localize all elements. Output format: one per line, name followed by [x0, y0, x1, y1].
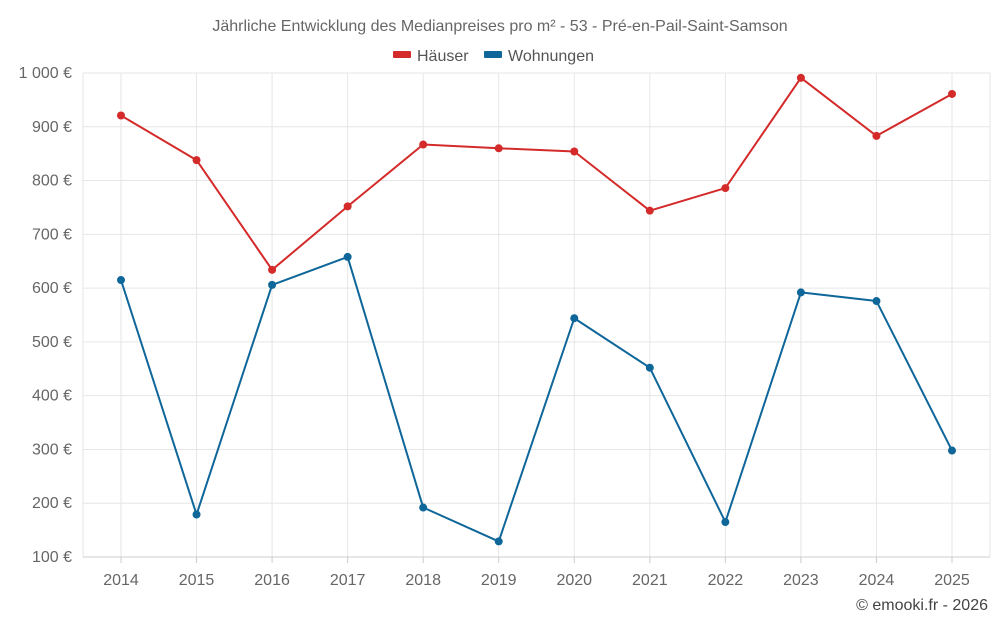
data-point-haeuser — [645, 206, 654, 215]
x-tick-label: 2014 — [103, 572, 139, 589]
credit-text: © emooki.fr - 2026 — [856, 597, 988, 614]
data-point-wohnungen — [570, 314, 579, 323]
data-point-wohnungen — [192, 510, 201, 519]
data-point-wohnungen — [268, 280, 277, 289]
data-point-haeuser — [721, 184, 730, 193]
x-tick-label: 2018 — [405, 572, 441, 589]
y-tick-label: 1 000 € — [19, 65, 72, 82]
data-point-haeuser — [796, 73, 805, 82]
data-point-haeuser — [570, 147, 579, 156]
data-point-wohnungen — [419, 503, 428, 512]
legend-swatch-wohnungen — [484, 51, 502, 58]
x-tick-label: 2016 — [254, 572, 290, 589]
x-tick-label: 2015 — [179, 572, 215, 589]
data-point-wohnungen — [796, 288, 805, 297]
legend-label-haeuser: Häuser — [417, 48, 469, 65]
series-group — [117, 73, 956, 546]
data-point-wohnungen — [872, 297, 881, 306]
data-point-haeuser — [948, 89, 956, 98]
y-tick-label: 100 € — [32, 549, 72, 566]
data-point-wohnungen — [645, 363, 654, 372]
data-point-haeuser — [494, 144, 503, 153]
y-tick-label: 900 € — [32, 119, 72, 136]
data-point-wohnungen — [343, 252, 352, 261]
legend: Häuser Wohnungen — [393, 48, 594, 65]
x-tick-label: 2017 — [330, 572, 366, 589]
legend-label-wohnungen: Wohnungen — [508, 48, 594, 65]
x-tick-label: 2025 — [934, 572, 970, 589]
series-line-haeuser — [120, 76, 953, 271]
x-tick-label: 2019 — [481, 572, 517, 589]
x-tick-label: 2023 — [783, 572, 819, 589]
data-point-haeuser — [343, 202, 352, 211]
y-axis: 100 € 200 € 300 € 400 € 500 € 600 € 700 € 800 €… — [19, 65, 72, 566]
y-tick-label: 300 € — [32, 441, 72, 458]
x-tick-label: 2020 — [556, 572, 592, 589]
data-point-wohnungen — [117, 276, 125, 285]
data-point-haeuser — [872, 131, 881, 140]
data-point-haeuser — [117, 111, 125, 120]
series-line-wohnungen — [120, 255, 953, 543]
y-tick-label: 500 € — [32, 334, 72, 351]
y-tick-label: 700 € — [32, 226, 72, 243]
data-point-haeuser — [419, 140, 428, 149]
x-axis: 2014 2015 2016 2017 2018 2019 2020 2021 2022 2023… — [83, 556, 990, 589]
data-point-wohnungen — [948, 446, 956, 455]
y-tick-label: 400 € — [32, 388, 72, 405]
x-tick-label: 2022 — [708, 572, 744, 589]
y-tick-label: 200 € — [32, 495, 72, 512]
data-point-haeuser — [192, 156, 201, 165]
grid — [82, 72, 991, 558]
data-point-wohnungen — [494, 537, 503, 546]
chart-title: Jährliche Entwicklung des Medianpreises … — [212, 18, 787, 35]
x-tick-label: 2024 — [859, 572, 895, 589]
data-point-wohnungen — [721, 518, 730, 527]
y-tick-label: 800 € — [32, 173, 72, 190]
y-tick-label: 600 € — [32, 280, 72, 297]
x-tick-label: 2021 — [632, 572, 668, 589]
data-point-haeuser — [268, 265, 277, 274]
legend-swatch-haeuser — [393, 51, 411, 58]
